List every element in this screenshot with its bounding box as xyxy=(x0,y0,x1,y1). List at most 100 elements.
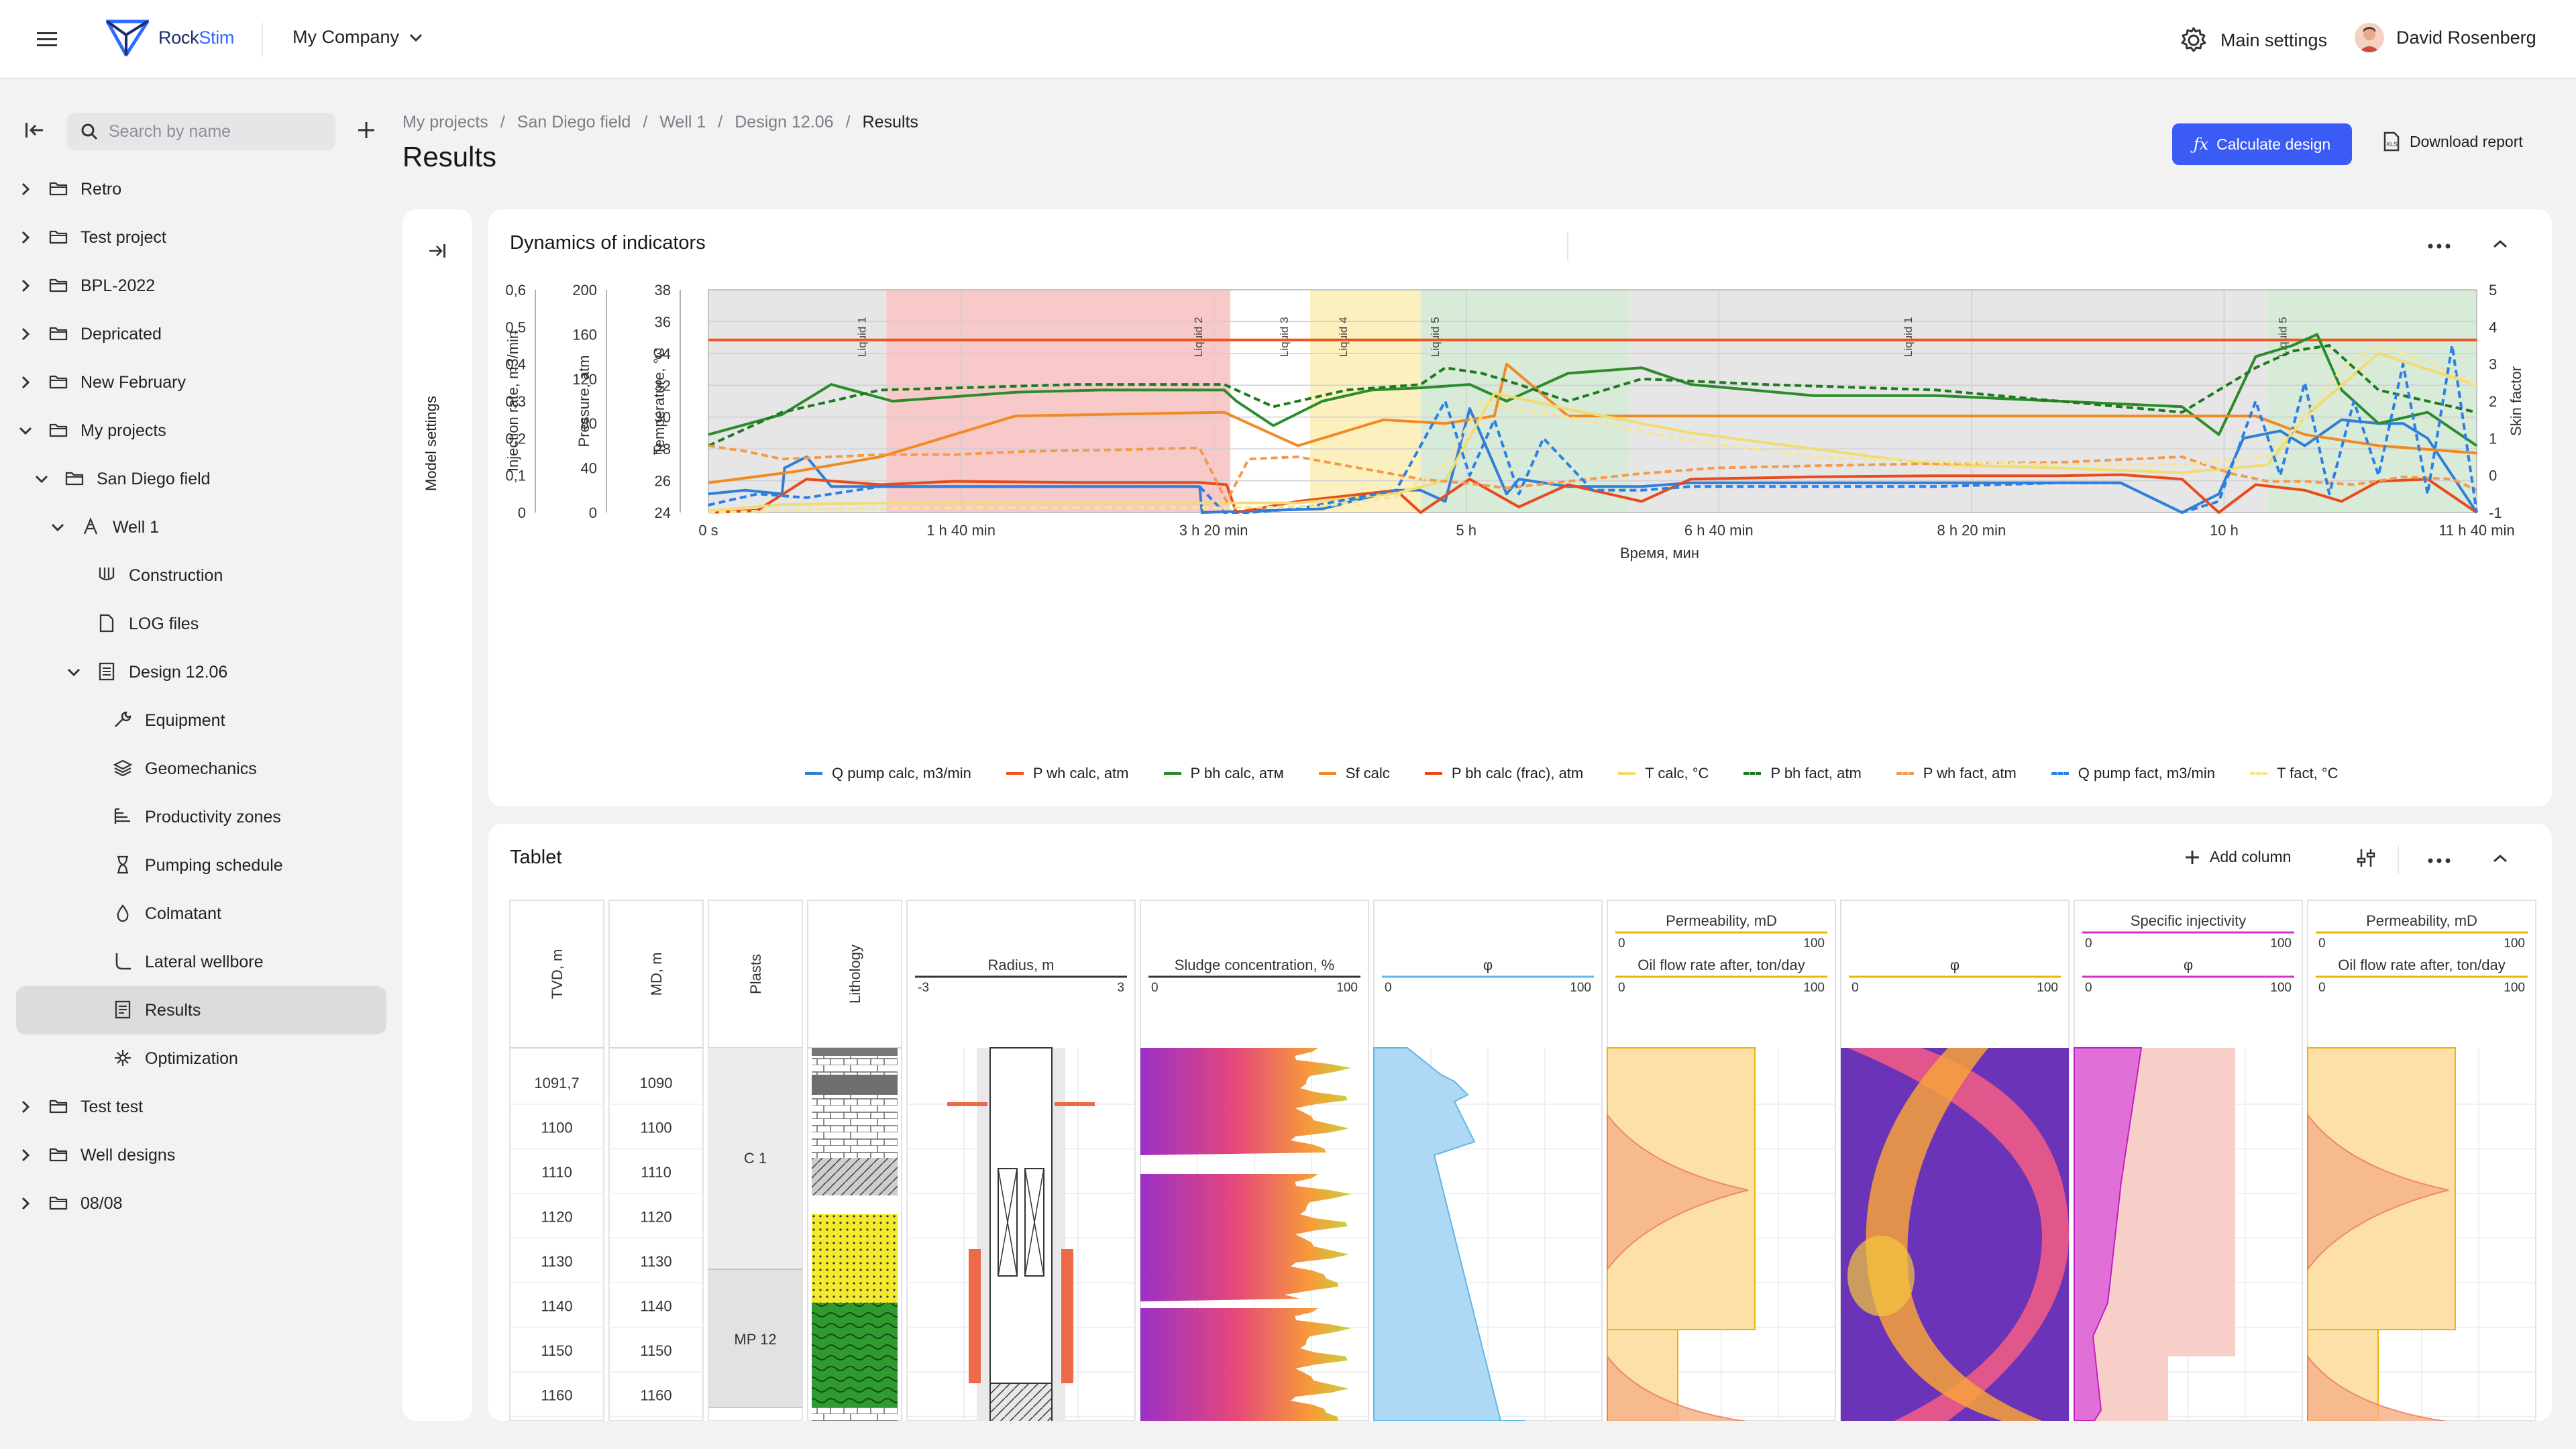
tree-item-san-diego-field[interactable]: San Diego field xyxy=(16,455,386,503)
tree-item-construction[interactable]: Construction xyxy=(16,551,386,600)
lithology-layer xyxy=(812,1214,898,1303)
chevron-right-icon[interactable] xyxy=(16,1146,35,1169)
tree-item-test-test[interactable]: Test test xyxy=(16,1083,386,1131)
breadcrumb-item[interactable]: My projects xyxy=(402,113,488,131)
chevron-down-icon[interactable] xyxy=(64,663,83,686)
legend-label: T calc, °C xyxy=(1645,765,1709,782)
model-settings-panel[interactable]: Model settings xyxy=(402,209,472,1421)
legend-item[interactable]: Sf calc xyxy=(1318,765,1390,782)
legend-item[interactable]: Q pump fact, m3/min xyxy=(2051,765,2215,782)
tree-item-pumping-schedule[interactable]: Pumping schedule xyxy=(16,841,386,890)
user-menu[interactable]: David Rosenberg xyxy=(2355,23,2536,52)
tvd-value: 1140 xyxy=(541,1298,572,1315)
legend-item[interactable]: P wh calc, atm xyxy=(1006,765,1129,782)
tree-item-new-february[interactable]: New February xyxy=(16,358,386,407)
app-logo[interactable]: RockStim xyxy=(106,19,234,56)
add-icon[interactable] xyxy=(357,121,376,143)
axis-tick-label: 0 xyxy=(518,504,526,521)
more-options-icon[interactable] xyxy=(2427,243,2451,250)
expand-panel-icon[interactable] xyxy=(428,243,447,259)
tree-item-my-projects[interactable]: My projects xyxy=(16,407,386,455)
x-tick-label: 5 h xyxy=(1456,522,1477,539)
legend-swatch xyxy=(1424,772,1442,775)
legend-swatch xyxy=(2051,772,2069,775)
chevron-right-icon[interactable] xyxy=(16,228,35,252)
main-settings-label: Main settings xyxy=(2220,30,2328,50)
collapse-sidebar-icon[interactable] xyxy=(24,121,46,143)
tree-item-log-files[interactable]: LOG files xyxy=(16,600,386,648)
legend-item[interactable]: Q pump calc, m3/min xyxy=(805,765,971,782)
lithology-layer xyxy=(812,1407,898,1421)
tvd-value: 1120 xyxy=(541,1209,572,1226)
breadcrumb-item[interactable]: San Diego field xyxy=(517,113,631,131)
search-input[interactable] xyxy=(109,121,310,142)
add-column-button[interactable]: Add column xyxy=(2184,848,2291,866)
chevron-right-icon[interactable] xyxy=(16,276,35,300)
chevron-right-icon[interactable] xyxy=(16,373,35,396)
breadcrumb-item: Results xyxy=(862,113,918,131)
tvd-value: 1160 xyxy=(541,1387,572,1404)
tree-item-08-08[interactable]: 08/08 xyxy=(16,1179,386,1228)
tablet-tracks[interactable]: TVD, m MD, m Plasts Lithology 1091,7 1100 1110… xyxy=(488,891,2552,1421)
collapse-icon[interactable] xyxy=(2491,237,2509,251)
tree-item-design-12-06[interactable]: Design 12.06 xyxy=(16,648,386,696)
chevron-right-icon[interactable] xyxy=(16,325,35,348)
dynamics-chart[interactable]: Liquid 1 Liquid 2 Liquid 3 Liquid 4 Liquid 5… xyxy=(488,263,2552,759)
calculate-design-button[interactable]: ƒx Calculate design xyxy=(2172,123,2352,165)
sludge-area xyxy=(1140,1308,1352,1421)
lithology-layer xyxy=(812,1303,898,1407)
chevron-down-icon[interactable] xyxy=(48,518,67,541)
axis-tick-label: 5 xyxy=(2489,282,2497,299)
tree-item-equipment[interactable]: Equipment xyxy=(16,696,386,745)
phase-band xyxy=(886,290,1230,513)
heatmap-band xyxy=(1866,1048,2042,1421)
tree-item-test-project[interactable]: Test project xyxy=(16,213,386,262)
chevron-down-icon[interactable] xyxy=(16,421,35,445)
company-name: My Company xyxy=(292,27,400,47)
tree-item-label: BPL-2022 xyxy=(80,276,156,295)
tree-item-lateral-wellbore[interactable]: Lateral wellbore xyxy=(16,938,386,986)
axis-tick-label: 200 xyxy=(572,282,597,299)
legend-item[interactable]: P bh fact, atm xyxy=(1743,765,1862,782)
tree-item-colmatant[interactable]: Colmatant xyxy=(16,890,386,938)
md-value: 1130 xyxy=(640,1253,672,1270)
filter-settings-icon[interactable] xyxy=(2356,848,2376,868)
tree-item-geomechanics[interactable]: Geomechanics xyxy=(16,745,386,793)
tree-item-retro[interactable]: Retro xyxy=(16,165,386,213)
breadcrumb-item[interactable]: Design 12.06 xyxy=(735,113,834,131)
menu-icon[interactable] xyxy=(32,24,62,54)
scale-min: 0 xyxy=(1851,981,1859,995)
chevron-down-icon[interactable] xyxy=(32,470,51,493)
phase-label: Liquid 1 xyxy=(1902,317,1915,357)
tree-item-well-designs[interactable]: Well designs xyxy=(16,1131,386,1179)
legend-item[interactable]: P bh calc, атм xyxy=(1163,765,1284,782)
chevron-right-icon[interactable] xyxy=(16,180,35,203)
tree-item-label: Design 12.06 xyxy=(129,663,228,682)
legend-item[interactable]: T fact, °C xyxy=(2249,765,2338,782)
legend-item[interactable]: P wh fact, atm xyxy=(1896,765,2017,782)
tree-item-results[interactable]: Results xyxy=(16,986,386,1034)
legend-swatch xyxy=(1163,772,1181,775)
download-report-button[interactable]: XLS Download report xyxy=(2383,131,2523,152)
chevron-right-icon[interactable] xyxy=(16,1194,35,1218)
breadcrumb-item[interactable]: Well 1 xyxy=(659,113,706,131)
company-selector[interactable]: My Company xyxy=(292,27,423,48)
tree-item-label: Well 1 xyxy=(113,518,160,537)
tree-item-depricated[interactable]: Depricated xyxy=(16,310,386,358)
search-box[interactable] xyxy=(67,113,335,150)
oil-flow-peak xyxy=(2307,1113,2449,1271)
tree-item-well-1[interactable]: Well 1 xyxy=(16,503,386,551)
legend-item[interactable]: T calc, °C xyxy=(1618,765,1709,782)
legend-item[interactable]: P bh calc (frac), atm xyxy=(1424,765,1583,782)
main-settings-button[interactable]: Main settings xyxy=(2179,25,2327,55)
tree-item-optimization[interactable]: Optimization xyxy=(16,1034,386,1083)
chevron-right-icon[interactable] xyxy=(16,1097,35,1121)
more-options-icon[interactable] xyxy=(2427,857,2451,864)
tree-item-bpl-2022[interactable]: BPL-2022 xyxy=(16,262,386,310)
folder-icon xyxy=(48,275,68,300)
collapse-icon[interactable] xyxy=(2491,852,2509,865)
tree-item-label: Optimization xyxy=(145,1049,238,1068)
tree-item-productivity-zones[interactable]: Productivity zones xyxy=(16,793,386,841)
tvd-value: 1100 xyxy=(541,1120,572,1136)
series-line xyxy=(708,344,2477,447)
